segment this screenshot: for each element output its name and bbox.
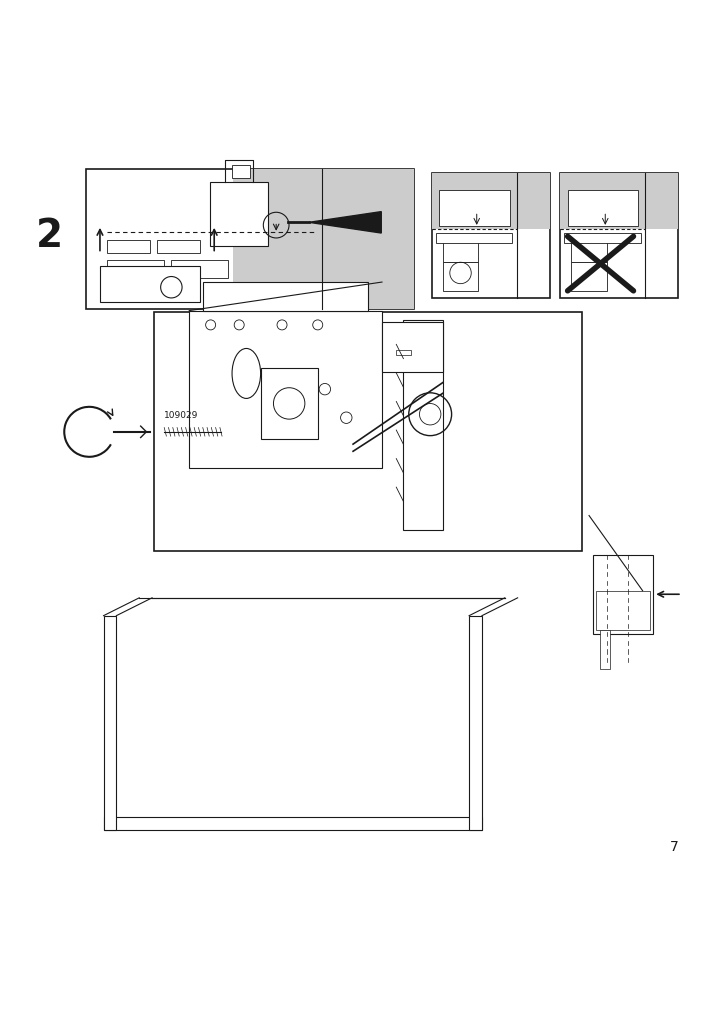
Bar xyxy=(564,234,640,245)
Bar xyxy=(157,241,200,254)
Bar xyxy=(154,313,582,552)
Bar xyxy=(396,350,411,356)
Bar xyxy=(107,261,164,279)
Bar xyxy=(439,191,510,226)
Bar xyxy=(107,241,150,254)
Bar xyxy=(233,170,414,309)
Bar xyxy=(469,616,482,830)
Bar xyxy=(403,320,443,531)
Bar xyxy=(443,235,478,263)
Bar xyxy=(104,817,482,830)
Bar xyxy=(443,263,478,291)
Bar xyxy=(600,630,610,669)
Bar xyxy=(560,174,678,298)
Bar xyxy=(100,267,200,302)
Text: 109029: 109029 xyxy=(164,410,198,420)
Bar xyxy=(232,166,250,179)
Bar xyxy=(261,368,318,440)
Text: 7: 7 xyxy=(670,839,678,853)
Bar xyxy=(382,323,443,373)
Bar xyxy=(86,170,414,309)
Bar xyxy=(432,174,550,229)
Bar xyxy=(432,174,550,298)
Bar xyxy=(203,283,368,311)
Bar xyxy=(571,235,607,263)
Bar xyxy=(211,183,268,247)
Text: 2: 2 xyxy=(36,216,63,255)
Polygon shape xyxy=(309,212,381,234)
Bar xyxy=(596,591,650,630)
Bar xyxy=(568,191,638,226)
Bar xyxy=(104,616,116,830)
Bar xyxy=(436,234,512,245)
Bar xyxy=(571,263,607,291)
Bar xyxy=(189,311,382,468)
Bar xyxy=(171,261,228,279)
Bar xyxy=(593,555,653,634)
Bar xyxy=(560,174,678,229)
